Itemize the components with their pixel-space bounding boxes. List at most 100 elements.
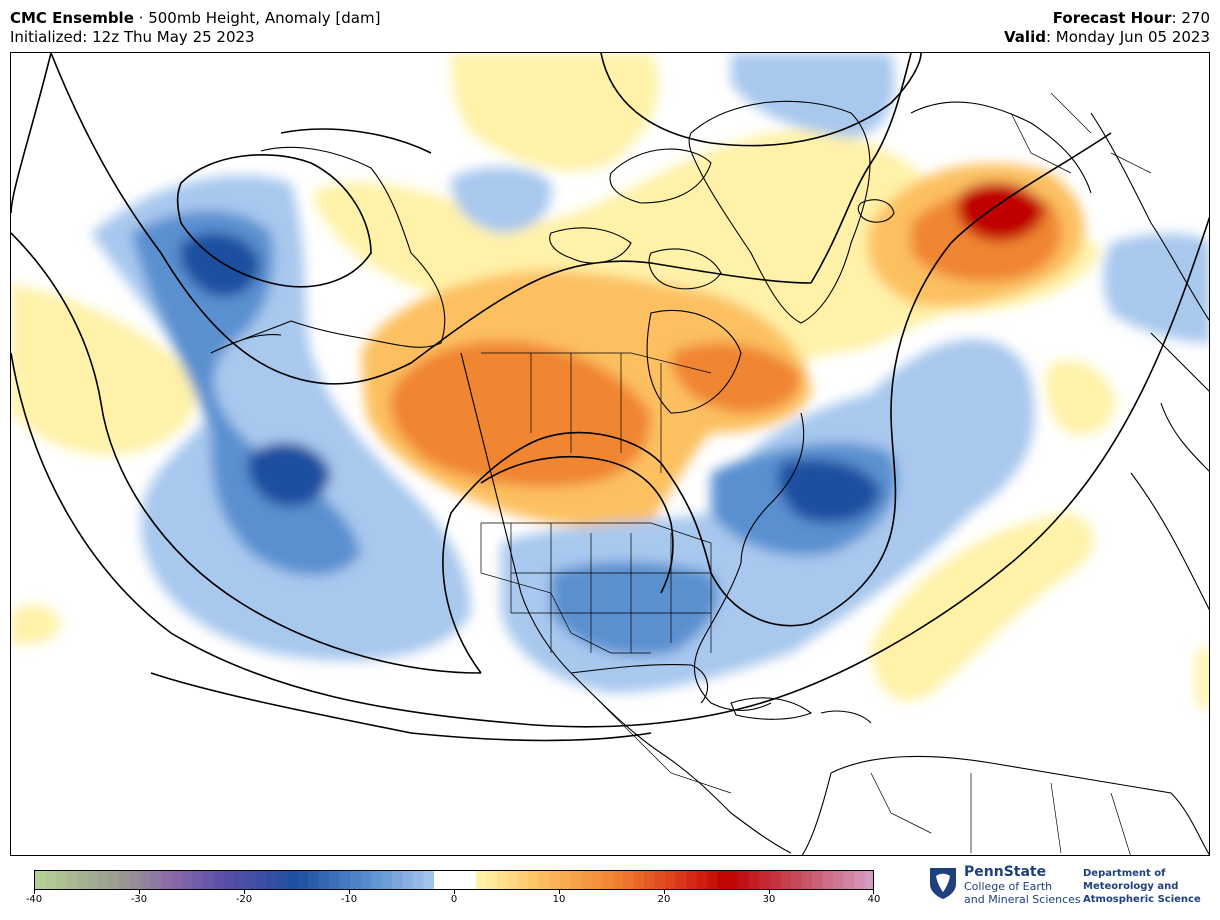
- coastlines: [210, 100, 1209, 855]
- colorbar-swatch: [119, 871, 130, 889]
- anomaly-region: [179, 232, 261, 297]
- colorbar-swatch: [486, 871, 498, 889]
- colorbar-swatch: [759, 871, 771, 889]
- colorbar-swatch: [213, 871, 225, 889]
- colorbar-swatch: [602, 871, 613, 889]
- colorbar-swatch: [413, 871, 424, 889]
- colorbar-swatch: [770, 871, 781, 889]
- colorbar-tick-mark: [769, 890, 770, 894]
- colorbar-swatch: [350, 871, 361, 889]
- colorbar-tick-label: -10: [340, 894, 358, 905]
- colorbar-swatch: [192, 871, 204, 889]
- valid-value: : Monday Jun 05 2023: [1045, 28, 1210, 46]
- colorbar-swatch: [308, 871, 319, 889]
- anomaly-region: [11, 283, 198, 455]
- colorbar-swatch: [266, 871, 277, 889]
- colorbar-tick-label: 10: [552, 894, 566, 905]
- colorbar-swatch: [423, 871, 435, 889]
- anomaly-map[interactable]: [10, 52, 1210, 856]
- colorbar-swatch: [255, 871, 267, 889]
- colorbar-swatch: [854, 871, 865, 889]
- political-borders: [480, 92, 1152, 855]
- anomaly-region: [777, 459, 881, 523]
- anomaly-region: [451, 167, 552, 233]
- anomaly-region: [871, 513, 1094, 701]
- colorbar-tick-label: 40: [867, 894, 881, 905]
- anomaly-region: [1103, 233, 1209, 343]
- colorbar-tick-label: 30: [762, 894, 776, 905]
- forecast-hour-label: Forecast Hour: [1052, 9, 1172, 27]
- colorbar-swatch: [161, 871, 172, 889]
- colorbar-swatch: [371, 871, 382, 889]
- colorbar-swatch: [45, 871, 57, 889]
- anomaly-fill: [11, 53, 1209, 712]
- colorbar-swatch: [791, 871, 802, 889]
- colorbar-tick-label: -20: [235, 894, 253, 905]
- map-canvas: [11, 53, 1209, 855]
- colorbar-swatch: [402, 871, 414, 889]
- colorbar-swatch: [665, 871, 676, 889]
- colorbar-swatch: [707, 871, 718, 889]
- colorbar-swatch: [98, 871, 109, 889]
- colorbar-ticks: -40 -30 -20 -10 0 10 20 30 40: [26, 890, 880, 914]
- map-title: CMC Ensemble · 500mb Height, Anomaly [da…: [10, 9, 380, 28]
- colorbar-swatch: [140, 871, 151, 889]
- logo-dept-line1: Department of: [1083, 868, 1166, 879]
- colorbar-swatch: [560, 871, 571, 889]
- colorbar-swatch: [686, 871, 697, 889]
- colorbar-swatch: [612, 871, 624, 889]
- colorbar-swatch: [570, 871, 582, 889]
- colorbar-swatch: [675, 871, 687, 889]
- colorbar-swatch: [444, 871, 456, 889]
- logo-dept-line2: Meteorology and: [1083, 881, 1179, 892]
- anomaly-region: [957, 182, 1046, 242]
- colorbar-tick-label: -40: [25, 894, 43, 905]
- colorbar: [34, 870, 874, 890]
- colorbar-swatch: [35, 871, 46, 889]
- colorbar-swatch: [864, 871, 873, 889]
- colorbar-swatch: [77, 871, 88, 889]
- shield-icon: [930, 868, 956, 899]
- logo-college-line2: and Mineral Sciences: [964, 893, 1081, 906]
- title-separator: ·: [133, 9, 149, 27]
- product-name: 500mb Height, Anomaly [dam]: [148, 9, 381, 27]
- model-name: CMC Ensemble: [10, 9, 134, 27]
- colorbar-swatch: [129, 871, 141, 889]
- anomaly-region: [390, 340, 651, 487]
- colorbar-tick-mark: [349, 890, 350, 894]
- psu-logo: PennState College of Earth and Mineral S…: [928, 864, 1208, 912]
- colorbar-swatch: [581, 871, 592, 889]
- colorbar-swatch: [329, 871, 340, 889]
- colorbar-swatch: [56, 871, 67, 889]
- anomaly-region: [247, 442, 331, 507]
- colorbar-swatch: [276, 871, 288, 889]
- colorbar-swatch: [623, 871, 634, 889]
- colorbar-swatch: [497, 871, 508, 889]
- forecast-hour-value: : 270: [1171, 9, 1210, 27]
- colorbar-swatch: [182, 871, 193, 889]
- colorbar-tick-mark: [454, 890, 455, 894]
- colorbar-swatch: [549, 871, 561, 889]
- colorbar-swatch: [833, 871, 844, 889]
- colorbar-swatch: [738, 871, 750, 889]
- height-contours: [11, 53, 1209, 742]
- colorbar-swatch: [812, 871, 823, 889]
- colorbar-swatch: [728, 871, 739, 889]
- valid-label: Valid: [1004, 28, 1046, 46]
- colorbar-tick-mark: [34, 890, 35, 894]
- colorbar-tick-label: -30: [130, 894, 148, 905]
- colorbar-swatch: [66, 871, 78, 889]
- colorbar-swatch: [224, 871, 235, 889]
- colorbar-swatch: [801, 871, 813, 889]
- anomaly-region: [11, 604, 61, 645]
- colorbar-swatch: [843, 871, 855, 889]
- colorbar-swatch: [287, 871, 298, 889]
- colorbar-swatch: [339, 871, 351, 889]
- colorbar-swatch: [108, 871, 120, 889]
- colorbar-swatch: [465, 871, 477, 889]
- init-time: Initialized: 12z Thu May 25 2023: [10, 28, 255, 46]
- colorbar-swatch: [87, 871, 99, 889]
- anomaly-region: [1045, 360, 1116, 435]
- colorbar-swatch: [476, 871, 487, 889]
- colorbar-tick-mark: [664, 890, 665, 894]
